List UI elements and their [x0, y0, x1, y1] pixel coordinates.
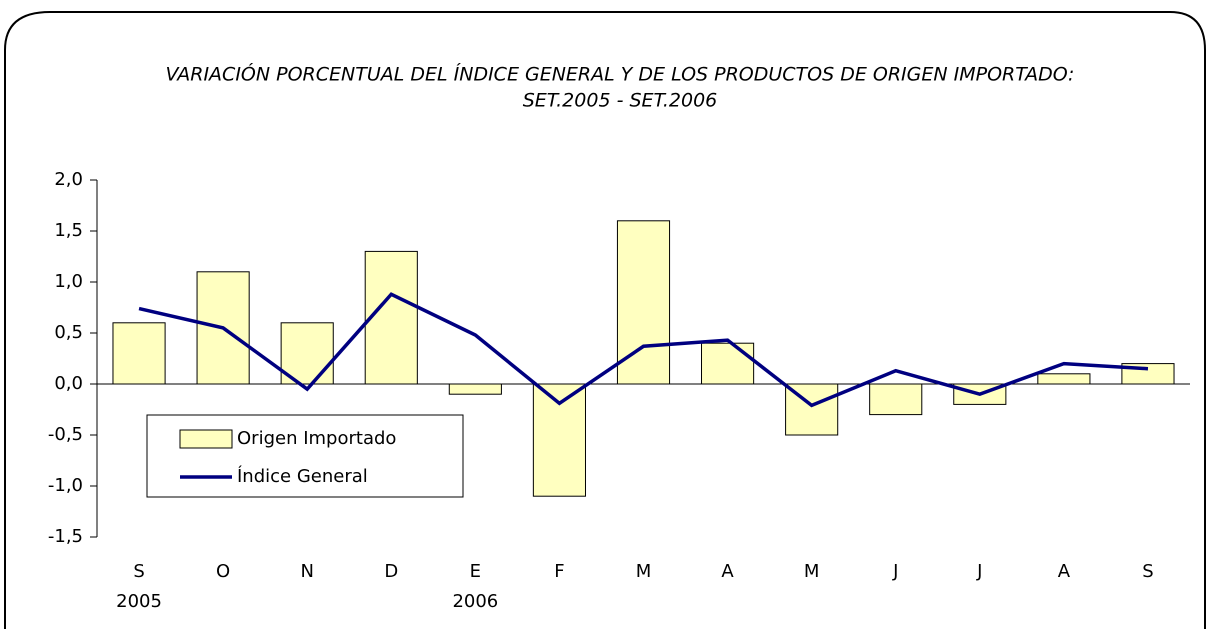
x-tick-label: A	[721, 561, 734, 582]
bar	[364, 250, 418, 385]
x-tick-label: S	[1142, 561, 1153, 582]
bar	[1037, 373, 1091, 385]
bar	[869, 383, 923, 416]
x-tick-label: E	[470, 561, 481, 582]
bar	[280, 322, 334, 385]
legend-box	[146, 414, 464, 498]
x-tick-label: J	[892, 561, 898, 582]
bar	[448, 383, 502, 395]
y-tick-label: -1,5	[48, 526, 83, 547]
x-tick-label: M	[636, 561, 652, 582]
bar	[112, 322, 166, 385]
frame	[4, 11, 1206, 629]
x-tick-label: S	[133, 561, 144, 582]
legend-label: Índice General	[237, 465, 368, 487]
x-tick-label: M	[804, 561, 820, 582]
y-tick-label: 0,5	[54, 322, 83, 343]
x-tick-label: O	[216, 561, 230, 582]
x-tick-label: F	[554, 561, 564, 582]
x-group-label: 2005	[116, 591, 162, 612]
chart-subtitle: SET.2005 - SET.2006	[523, 90, 718, 112]
y-tick-label: 1,5	[54, 220, 83, 241]
y-tick-label: 1,0	[54, 271, 83, 292]
x-tick-label: J	[976, 561, 982, 582]
x-tick-label: D	[384, 561, 398, 582]
x-tick-label: A	[1058, 561, 1071, 582]
bar	[532, 383, 586, 497]
x-tick-label: N	[300, 561, 313, 582]
y-tick-label: -0,5	[48, 424, 83, 445]
line	[138, 292, 1149, 408]
bar	[701, 342, 755, 385]
chart-title: VARIACIÓN PORCENTUAL DEL ÍNDICE GENERAL …	[166, 62, 1075, 86]
y-tick-label: 0,0	[54, 373, 83, 394]
legend-swatch	[179, 429, 233, 449]
y-tick-label: 2,0	[54, 169, 83, 190]
x-group-label: 2006	[452, 591, 498, 612]
y-tick-label: -1,0	[48, 475, 83, 496]
legend-label: Origen Importado	[237, 428, 396, 449]
